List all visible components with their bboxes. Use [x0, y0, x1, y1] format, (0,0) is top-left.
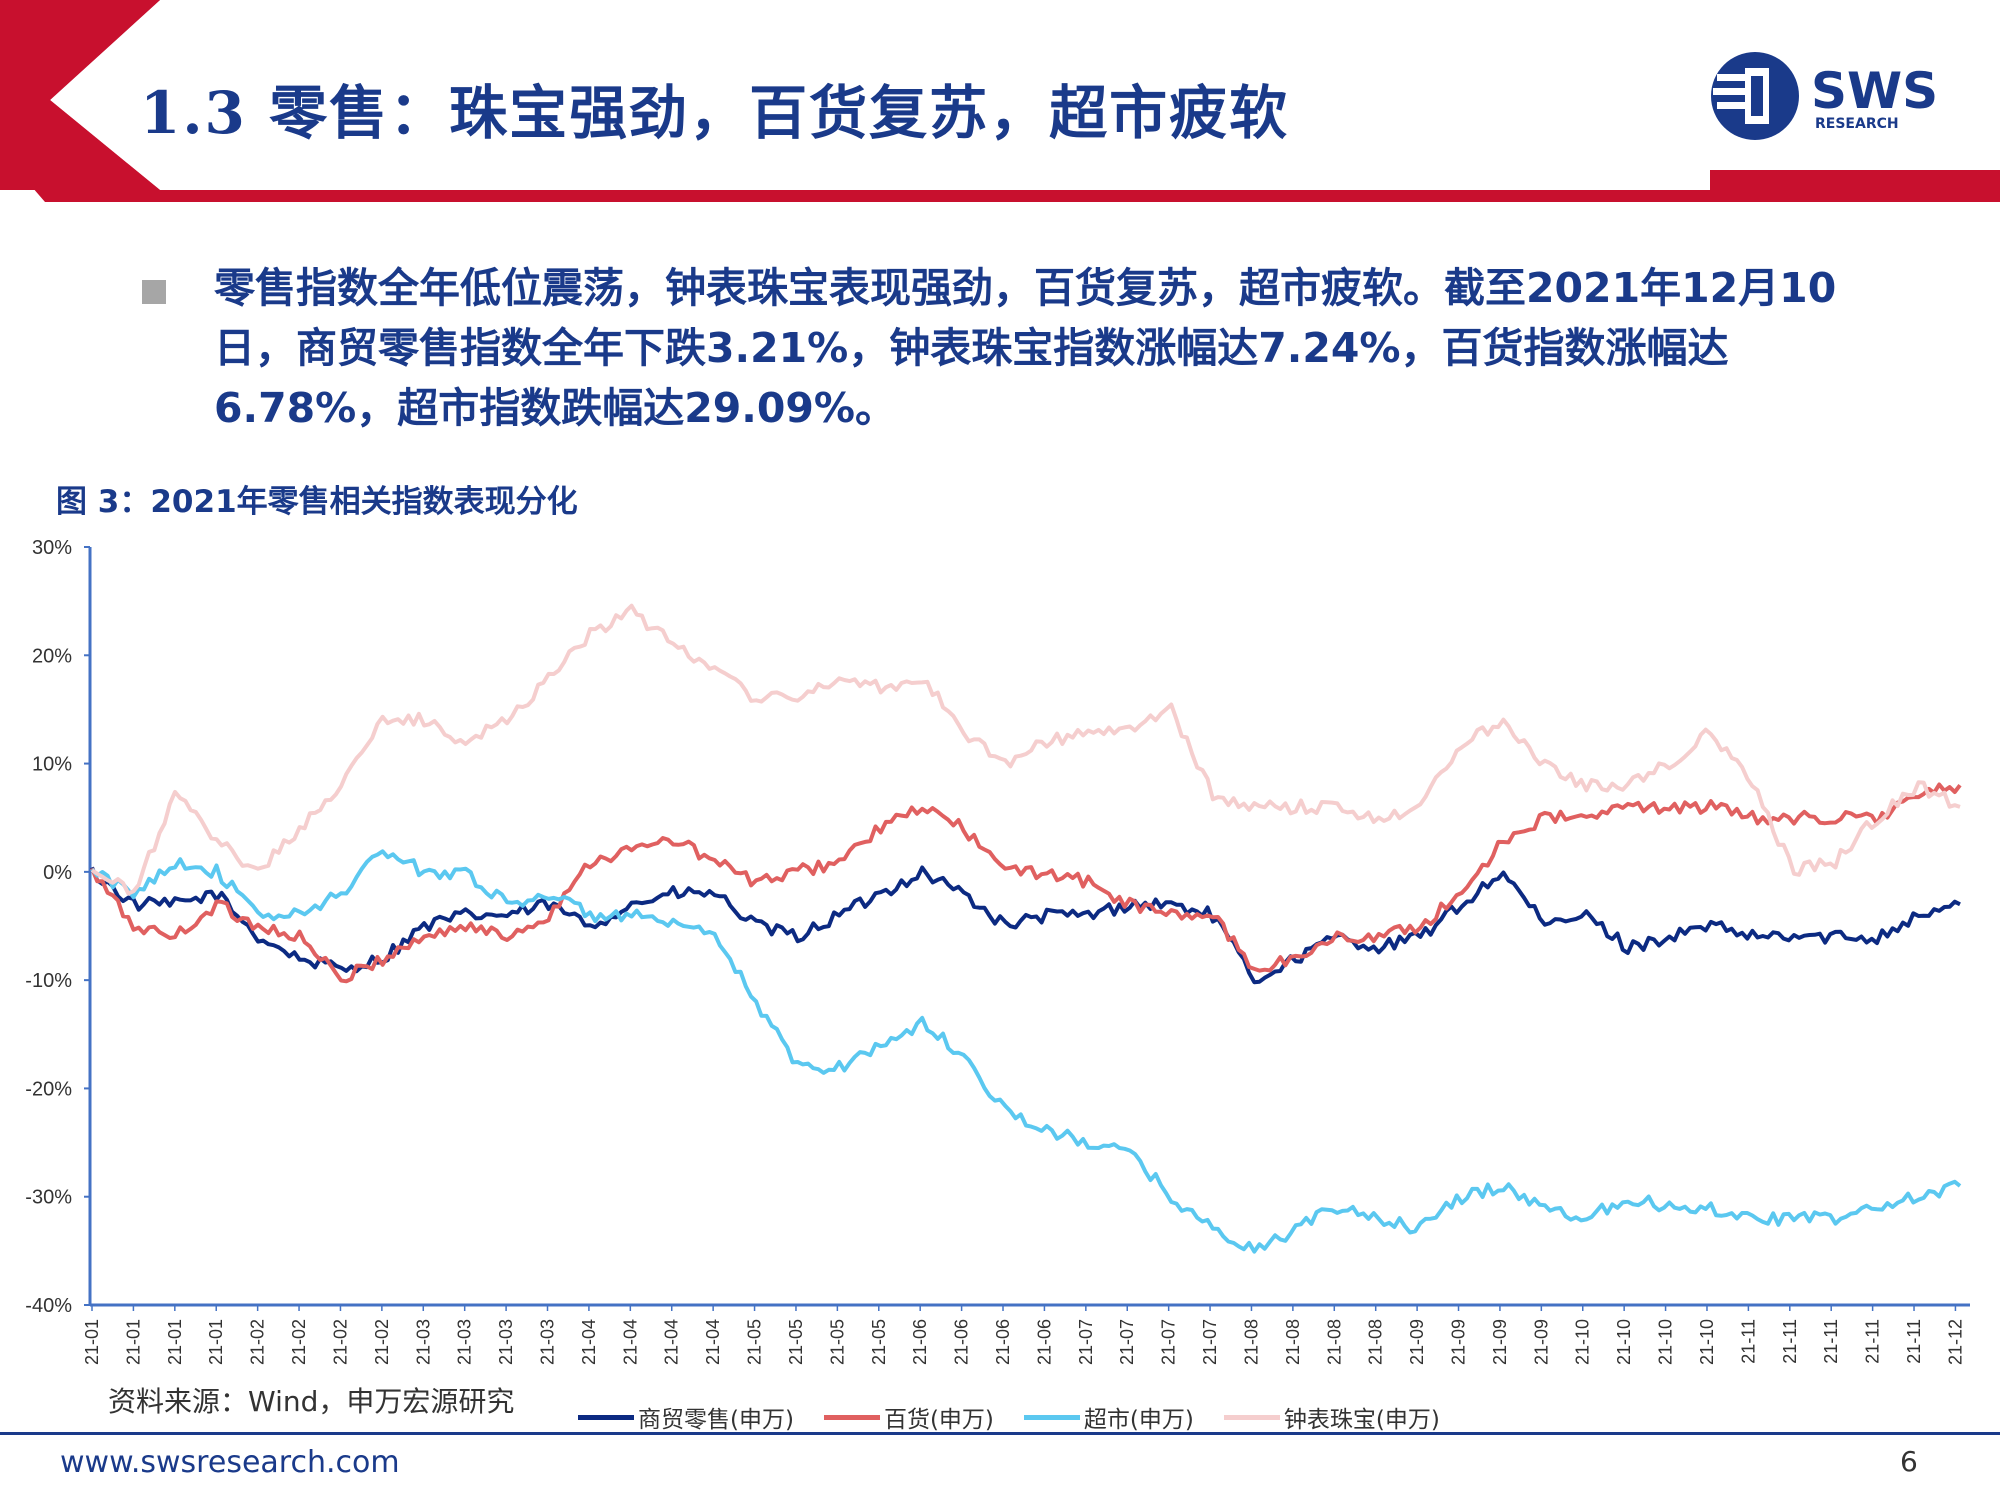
x-tick-label: 21-01 — [123, 1319, 143, 1365]
source-note: 资料来源：Wind，申万宏源研究 — [108, 1385, 515, 1418]
y-tick-label: 30% — [32, 537, 72, 559]
x-tick-label: 21-09 — [1490, 1319, 1510, 1365]
series-lines — [90, 603, 1962, 1254]
x-tick-label: 21-10 — [1573, 1319, 1593, 1365]
logo-subtext: RESEARCH — [1815, 116, 1899, 132]
y-tick-label: -30% — [25, 1187, 72, 1209]
legend-swatch-jewelry — [1223, 1414, 1280, 1420]
legend-label-retail: 商贸零售(申万) — [638, 1407, 794, 1433]
x-tick-label: 21-12 — [1945, 1319, 1965, 1365]
legend-swatch-department-store — [823, 1414, 880, 1420]
page-number: 6 — [1900, 1445, 1918, 1478]
y-tick-label: -40% — [25, 1295, 72, 1317]
legend-item-retail: 商贸零售(申万) — [578, 1400, 794, 1434]
x-tick-label: 21-08 — [1324, 1319, 1344, 1365]
x-axis: 21-01 21-01 21-01 21-01 21-02 21-02 21-02 21-02… — [82, 1303, 1970, 1365]
x-tick-label: 21-10 — [1656, 1319, 1676, 1365]
chart-legend: 商贸零售(申万) 百货(申万) 超市(申万) 钟表珠宝(申万) — [578, 1400, 1470, 1434]
legend-swatch-supermarket — [1023, 1414, 1080, 1420]
x-tick-label: 21-06 — [952, 1319, 972, 1365]
summary-text: 零售指数全年低位震荡，钟表珠宝表现强劲，百货复苏，超市疲软。截至2021年12月… — [214, 264, 1837, 432]
x-tick-label: 21-01 — [82, 1319, 102, 1365]
series-line-1 — [90, 782, 1962, 984]
x-tick-label: 21-03 — [496, 1319, 516, 1365]
x-tick-label: 21-06 — [910, 1319, 930, 1365]
legend-label-department-store: 百货(申万) — [883, 1407, 994, 1433]
series-line-0 — [90, 865, 1961, 985]
legend-item-department-store: 百货(申万) — [823, 1400, 994, 1434]
x-tick-label: 21-07 — [1117, 1319, 1137, 1365]
x-tick-label: 21-11 — [1863, 1319, 1883, 1364]
y-tick-label: 20% — [32, 645, 72, 667]
footer-divider — [0, 1432, 2000, 1435]
x-tick-label: 21-09 — [1449, 1319, 1469, 1365]
x-tick-label: 21-04 — [703, 1319, 723, 1365]
x-tick-label: 21-11 — [1780, 1319, 1800, 1364]
x-tick-label: 21-11 — [1738, 1319, 1758, 1364]
x-tick-label: 21-05 — [745, 1319, 765, 1365]
footer-website: www.swsresearch.com — [60, 1445, 400, 1480]
y-tick-label: 10% — [32, 754, 72, 776]
x-tick-label: 21-02 — [248, 1319, 268, 1365]
x-tick-label: 21-02 — [330, 1319, 350, 1365]
legend-item-supermarket: 超市(申万) — [1023, 1400, 1194, 1434]
x-tick-label: 21-07 — [1200, 1319, 1220, 1365]
legend-label-supermarket: 超市(申万) — [1083, 1407, 1194, 1433]
x-tick-label: 21-02 — [372, 1319, 392, 1365]
x-tick-label: 21-10 — [1697, 1319, 1717, 1365]
x-tick-label: 21-06 — [1034, 1319, 1054, 1365]
x-tick-label: 21-07 — [1076, 1319, 1096, 1365]
legend-label-jewelry: 钟表珠宝(申万) — [1283, 1407, 1440, 1433]
x-tick-label: 21-07 — [1159, 1319, 1179, 1365]
x-tick-label: 21-03 — [413, 1319, 433, 1365]
x-tick-label: 21-11 — [1821, 1319, 1841, 1364]
sws-logo-icon: SWS RESEARCH — [1711, 52, 1938, 140]
x-tick-label: 21-02 — [289, 1319, 309, 1365]
x-tick-label: 21-06 — [993, 1319, 1013, 1365]
x-tick-label: 21-03 — [455, 1319, 475, 1365]
y-axis: 30% 20% 10% 0% -10% -20% -30% -40% — [25, 537, 92, 1317]
x-tick-label: 21-08 — [1366, 1319, 1386, 1365]
x-tick-label: 21-09 — [1407, 1319, 1427, 1365]
x-tick-label: 21-05 — [827, 1319, 847, 1365]
legend-swatch-retail — [578, 1414, 634, 1420]
x-tick-label: 21-05 — [869, 1319, 889, 1365]
line-chart: 30%20%10%0%-10%-20%-30%-40% 21-01 21-01 21… — [25, 537, 1970, 1365]
y-tick-label: -10% — [25, 970, 72, 992]
x-tick-label: 21-03 — [538, 1319, 558, 1365]
figure-title: 图 3：2021年零售相关指数表现分化 — [56, 484, 578, 520]
square-bullet-icon — [142, 280, 166, 304]
header-banner — [0, 0, 2000, 202]
x-tick-label: 21-08 — [1241, 1319, 1261, 1365]
x-tick-label: 21-01 — [206, 1319, 226, 1365]
logo-text: SWS — [1811, 62, 1938, 120]
x-tick-label: 21-04 — [620, 1319, 640, 1365]
series-line-2 — [90, 849, 1962, 1254]
series-line-3 — [90, 603, 1961, 896]
x-tick-label: 21-05 — [786, 1319, 806, 1365]
x-tick-label: 21-04 — [579, 1319, 599, 1365]
x-tick-label: 21-01 — [165, 1319, 185, 1365]
legend-item-jewelry: 钟表珠宝(申万) — [1223, 1400, 1440, 1434]
x-tick-label: 21-11 — [1904, 1319, 1924, 1364]
x-tick-label: 21-09 — [1531, 1319, 1551, 1365]
x-tick-label: 21-08 — [1283, 1319, 1303, 1365]
x-tick-label: 21-04 — [662, 1319, 682, 1365]
y-tick-label: 0% — [43, 862, 72, 884]
page-title: 1.3 零售：珠宝强劲，百货复苏，超市疲软 — [140, 79, 1290, 147]
y-tick-label: -20% — [25, 1078, 72, 1100]
x-tick-label: 21-10 — [1614, 1319, 1634, 1365]
